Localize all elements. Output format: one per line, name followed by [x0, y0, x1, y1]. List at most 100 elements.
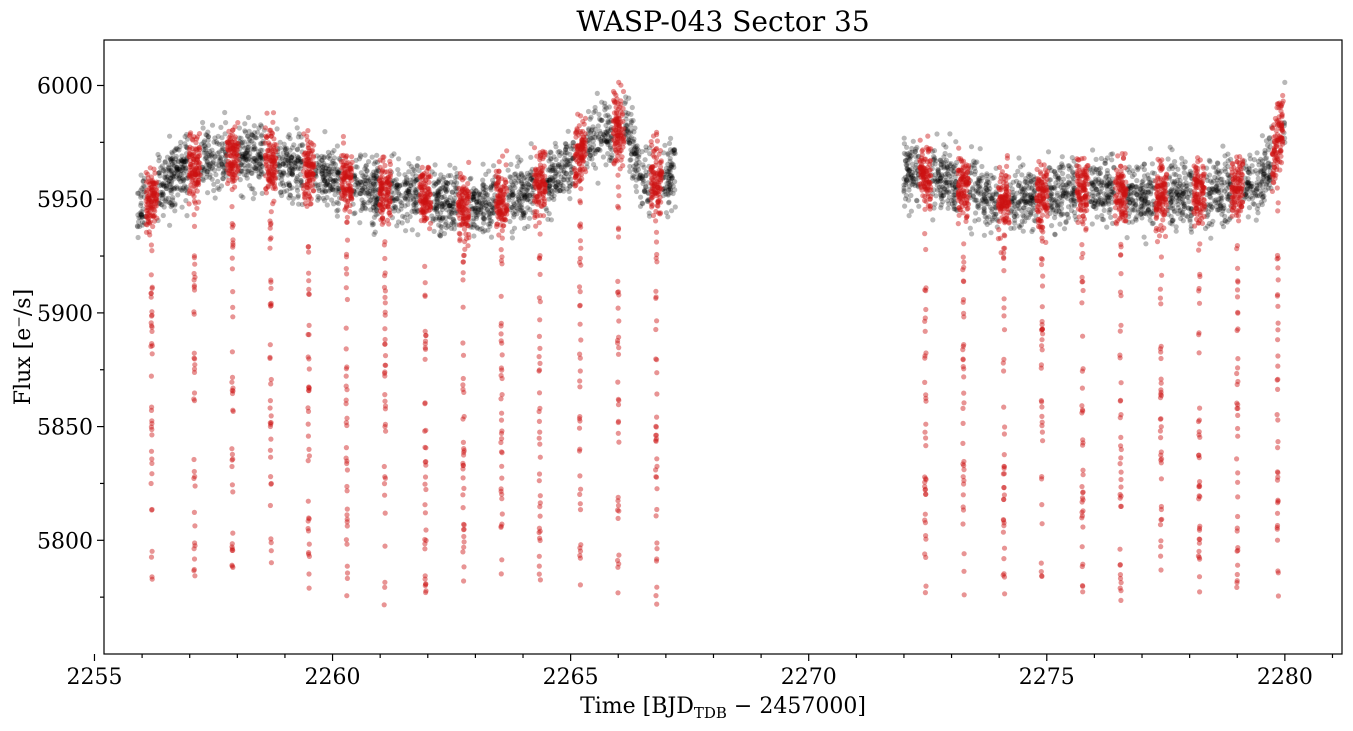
data-point: [220, 146, 226, 152]
data-point: [524, 196, 530, 202]
data-point: [1012, 172, 1018, 179]
data-point: [373, 170, 379, 176]
data-point: [134, 223, 140, 229]
data-point: [628, 122, 634, 128]
data-point: [268, 209, 274, 215]
data-point: [480, 181, 486, 187]
data-point: [361, 199, 367, 205]
data-point: [391, 151, 397, 157]
data-point: [438, 204, 445, 210]
data-point: [183, 184, 189, 190]
data-point: [660, 175, 666, 181]
data-point: [138, 172, 144, 178]
data-point: [316, 162, 322, 168]
data-point: [661, 150, 667, 156]
data-point: [554, 182, 560, 188]
data-point: [321, 160, 327, 167]
data-point: [480, 229, 486, 235]
data-point: [187, 186, 193, 192]
data-point: [279, 192, 285, 199]
data-point: [250, 196, 256, 202]
data-point: [258, 122, 264, 128]
data-point: [382, 312, 388, 318]
data-point: [537, 504, 543, 510]
data-point: [1054, 202, 1060, 208]
data-point: [382, 584, 388, 590]
data-point: [397, 182, 403, 189]
data-point: [553, 144, 559, 150]
data-point: [605, 131, 611, 137]
data-point: [411, 202, 417, 208]
data-point: [567, 170, 574, 176]
data-point: [248, 146, 254, 152]
data-point: [636, 154, 642, 160]
data-point: [218, 124, 224, 130]
data-point: [291, 142, 297, 148]
data-point: [636, 175, 642, 181]
data-point: [545, 152, 551, 158]
data-point: [230, 244, 236, 250]
data-point: [631, 136, 637, 142]
data-point: [489, 204, 495, 210]
data-point: [496, 215, 502, 221]
data-point: [908, 192, 914, 199]
data-point: [584, 160, 590, 166]
data-point: [646, 169, 653, 175]
data-point: [524, 170, 530, 176]
data-point: [498, 372, 504, 379]
data-point: [381, 481, 388, 487]
data-point: [953, 139, 959, 145]
data-point: [1020, 162, 1026, 168]
data-point: [317, 181, 323, 188]
data-point: [393, 185, 399, 191]
data-point: [622, 126, 628, 132]
data-point: [275, 175, 281, 181]
data-point: [585, 150, 591, 156]
data-point: [162, 159, 168, 165]
data-point: [203, 145, 209, 151]
data-point: [201, 143, 207, 149]
data-point: [632, 125, 638, 131]
data-point: [506, 197, 512, 203]
data-point: [905, 151, 911, 157]
data-point: [165, 174, 171, 180]
data-point: [532, 214, 538, 220]
data-point: [479, 202, 485, 208]
data-point: [446, 203, 452, 209]
data-point: [431, 183, 437, 189]
data-point: [344, 512, 350, 518]
data-point: [292, 164, 298, 170]
data-point: [546, 190, 552, 196]
data-point: [1220, 224, 1227, 230]
data-point: [211, 167, 218, 173]
data-point: [411, 193, 417, 199]
data-point: [444, 187, 451, 193]
data-point: [408, 164, 414, 170]
data-point: [259, 147, 265, 153]
data-point: [1055, 175, 1061, 181]
data-point: [439, 194, 445, 200]
data-point: [406, 192, 412, 198]
data-point: [1208, 235, 1214, 241]
data-point: [646, 191, 652, 197]
data-point: [1065, 215, 1071, 221]
data-point: [168, 190, 174, 196]
data-point: [399, 203, 405, 209]
data-point: [335, 170, 341, 176]
data-point: [230, 530, 236, 536]
data-point: [148, 407, 155, 413]
data-point: [606, 114, 612, 120]
data-point: [471, 233, 477, 239]
data-point: [305, 433, 311, 439]
data-point: [176, 166, 183, 172]
data-point: [519, 181, 525, 187]
data-point: [329, 160, 335, 166]
data-point: [268, 420, 274, 426]
data-point: [162, 159, 168, 165]
data-point: [1106, 191, 1112, 198]
data-point: [322, 178, 328, 184]
data-point: [561, 174, 568, 180]
data-point: [641, 188, 648, 194]
data-point: [229, 204, 235, 210]
data-point: [454, 180, 460, 186]
